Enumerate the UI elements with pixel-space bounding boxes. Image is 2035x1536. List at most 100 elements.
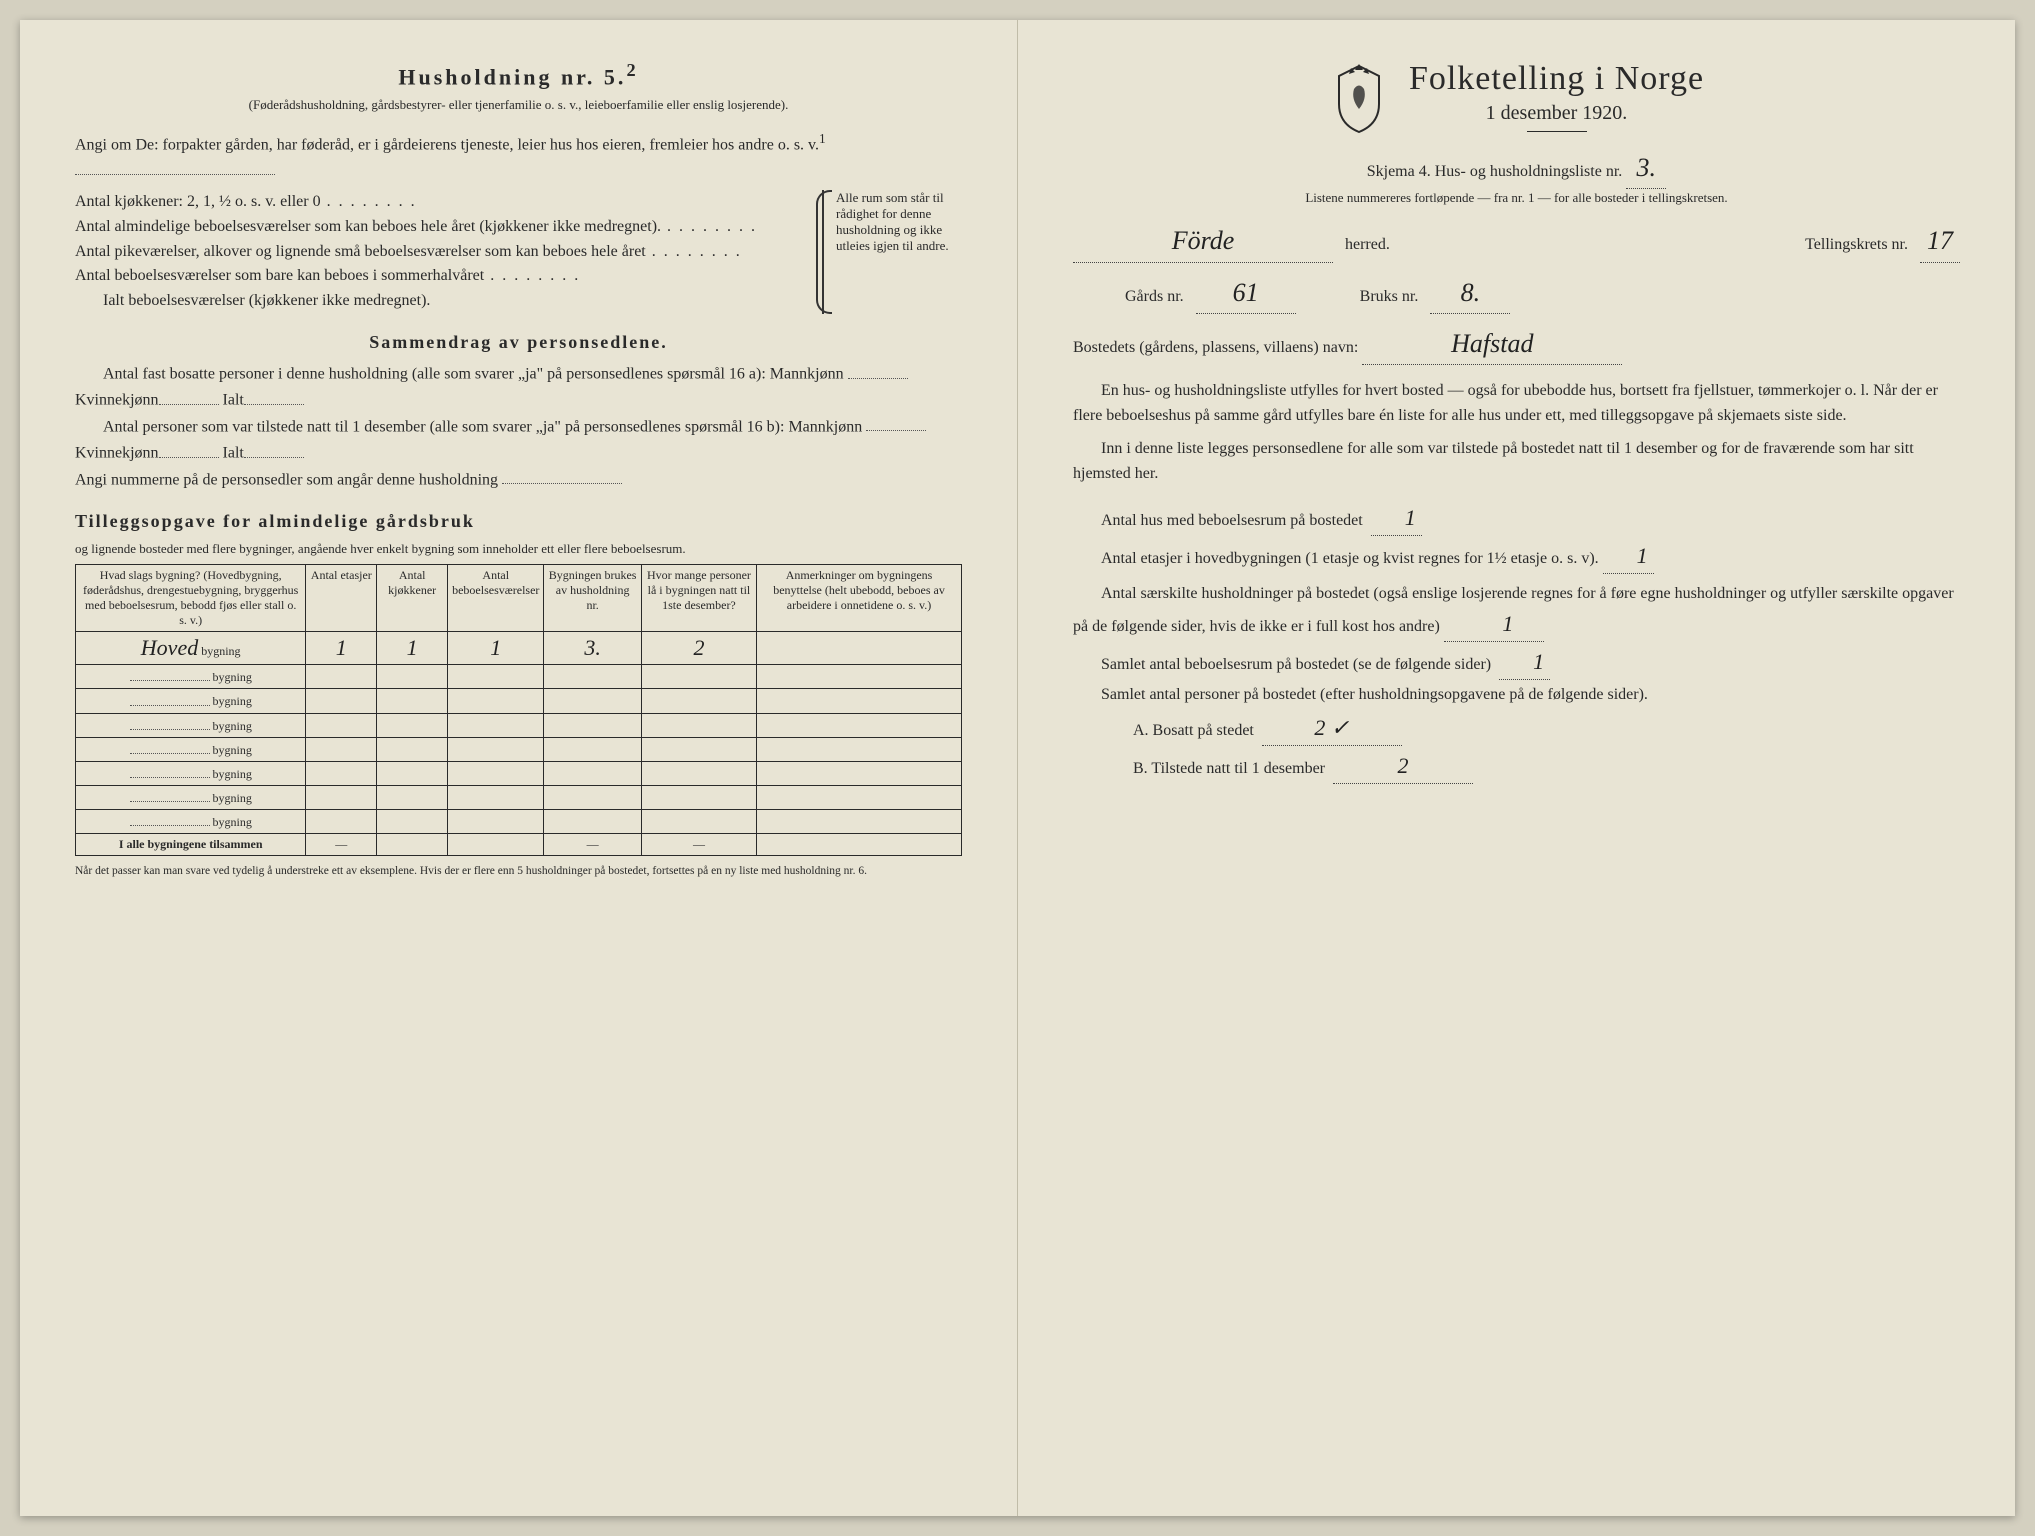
samm-3: Angi nummerne på de personsedler som ang… xyxy=(75,467,962,493)
q1: Antal hus med beboelsesrum på bostedet 1 xyxy=(1073,501,1960,536)
tillegg-sub: og lignende bosteder med flere bygninger… xyxy=(75,540,962,558)
angi-text: Angi om De: forpakter gården, har føderå… xyxy=(75,136,819,153)
title: Folketelling i Norge xyxy=(1409,60,1704,98)
tk-label: Tellingskrets nr. xyxy=(1805,233,1908,258)
q2: Antal etasjer i hovedbygningen (1 etasje… xyxy=(1073,539,1960,574)
tillegg-heading: Tilleggsopgave for almindelige gårdsbruk xyxy=(75,511,962,532)
blank xyxy=(244,387,304,405)
cell: 2 xyxy=(641,632,756,665)
household-heading: Husholdning nr. 5.2 xyxy=(75,60,962,90)
qA-val: 2 ✓ xyxy=(1262,711,1402,746)
para1: En hus- og husholdningsliste utfylles fo… xyxy=(1073,379,1960,429)
title-block: Folketelling i Norge 1 desember 1920. xyxy=(1409,60,1704,138)
brace-block: Antal kjøkkener: 2, 1, ½ o. s. v. eller … xyxy=(75,190,962,314)
cell: — xyxy=(306,834,377,856)
para2: Inn i denne liste legges personsedlene f… xyxy=(1073,437,1960,487)
heading-sup: 2 xyxy=(626,60,638,80)
sammendrag-heading: Sammendrag av personsedlene. xyxy=(75,332,962,353)
listene-line: Listene nummereres fortløpende — fra nr.… xyxy=(1073,189,1960,207)
table-row: bygning xyxy=(76,689,962,713)
table-body: Hoved bygning 1 1 1 3. 2 bygning bygning… xyxy=(76,632,962,856)
th-3: Antal beboelsesværelser xyxy=(448,565,544,632)
q2-val: 1 xyxy=(1603,539,1654,574)
table-row: bygning xyxy=(76,713,962,737)
bosted-val: Hafstad xyxy=(1362,324,1622,365)
total-label: I alle bygningene tilsammen xyxy=(76,834,306,856)
q1-val: 1 xyxy=(1371,501,1422,536)
tk-val: 17 xyxy=(1920,221,1960,262)
cell xyxy=(757,834,962,856)
kjok-line: Antal kjøkkener: 2, 1, ½ o. s. v. eller … xyxy=(75,190,822,215)
th-5: Hvor mange personer lå i bygningen natt … xyxy=(641,565,756,632)
qB-val: 2 xyxy=(1333,749,1473,784)
document-spread: Husholdning nr. 5.2 (Føderådshusholdning… xyxy=(20,20,2015,1516)
blank xyxy=(866,414,926,432)
line-d: Ialt beboelsesværelser (kjøkkener ikke m… xyxy=(75,289,822,314)
th-6: Anmerkninger om bygningens benyttelse (h… xyxy=(757,565,962,632)
header: Folketelling i Norge 1 desember 1920. xyxy=(1073,60,1960,138)
th-1: Antal etasjer xyxy=(306,565,377,632)
heading-sub: (Føderådshusholdning, gårdsbestyrer- ell… xyxy=(75,96,962,114)
skjema-nr: 3. xyxy=(1626,148,1666,189)
heading-text: Husholdning nr. 5. xyxy=(398,64,626,89)
cell: 1 xyxy=(377,632,448,665)
blank xyxy=(848,361,908,379)
crest-icon xyxy=(1329,64,1389,134)
table-row: Hoved bygning 1 1 1 3. 2 xyxy=(76,632,962,665)
qB: B. Tilstede natt til 1 desember 2 xyxy=(1133,749,1960,784)
cell xyxy=(377,834,448,856)
blank xyxy=(159,440,219,458)
q4-val: 1 xyxy=(1499,645,1550,680)
gards-val: 61 xyxy=(1196,273,1296,314)
line-c: Antal beboelsesværelser som bare kan beb… xyxy=(75,264,822,289)
cell: — xyxy=(641,834,756,856)
table-row: bygning xyxy=(76,665,962,689)
bruks-label: Bruks nr. xyxy=(1360,285,1419,310)
row-suffix: bygning xyxy=(201,644,240,658)
samm-block: Antal fast bosatte personer i denne hush… xyxy=(75,361,962,493)
th-4: Bygningen brukes av husholdning nr. xyxy=(544,565,641,632)
skjema-line: Skjema 4. Hus- og husholdningsliste nr. … xyxy=(1073,148,1960,189)
cell: 3. xyxy=(544,632,641,665)
bygning-table: Hvad slags bygning? (Hovedbygning, føder… xyxy=(75,564,962,856)
table-row: bygning xyxy=(76,737,962,761)
samm-2: Antal personer som var tilstede natt til… xyxy=(75,414,962,467)
row-label: Hoved xyxy=(141,635,198,660)
cell: — xyxy=(544,834,641,856)
brace-left: Antal kjøkkener: 2, 1, ½ o. s. v. eller … xyxy=(75,190,822,314)
samm-1: Antal fast bosatte personer i denne hush… xyxy=(75,361,962,414)
line-a: Antal almindelige beboelsesværelser som … xyxy=(75,215,822,240)
gards-row: Gårds nr. 61 Bruks nr. 8. xyxy=(1073,273,1960,314)
left-page: Husholdning nr. 5.2 (Føderådshusholdning… xyxy=(20,20,1018,1516)
q3-val: 1 xyxy=(1444,607,1544,642)
bosted-row: Bostedets (gårdens, plassens, villaens) … xyxy=(1073,324,1960,365)
cell: 1 xyxy=(306,632,377,665)
cell xyxy=(448,834,544,856)
footnote: Når det passer kan man svare ved tydelig… xyxy=(75,864,962,880)
herred-row: Förde herred. Tellingskrets nr. 17 xyxy=(1073,221,1960,262)
table-row: bygning xyxy=(76,786,962,810)
q-block: Antal hus med beboelsesrum på bostedet 1… xyxy=(1073,501,1960,784)
q3: Antal særskilte husholdninger på bostede… xyxy=(1073,582,1960,642)
q5: Samlet antal personer på bostedet (efter… xyxy=(1073,683,1960,708)
blank xyxy=(502,467,622,485)
bosted-label: Bostedets (gårdens, plassens, villaens) … xyxy=(1073,339,1358,356)
table-total-row: I alle bygningene tilsammen — — — xyxy=(76,834,962,856)
bruks-val: 8. xyxy=(1430,273,1510,314)
right-page: Folketelling i Norge 1 desember 1920. Sk… xyxy=(1018,20,2015,1516)
table-header-row: Hvad slags bygning? (Hovedbygning, føder… xyxy=(76,565,962,632)
blank xyxy=(244,440,304,458)
cell: 1 xyxy=(448,632,544,665)
table-row: bygning xyxy=(76,761,962,785)
th-0: Hvad slags bygning? (Hovedbygning, føder… xyxy=(76,565,306,632)
qA: A. Bosatt på stedet 2 ✓ xyxy=(1133,711,1960,746)
cell xyxy=(757,632,962,665)
gards-label: Gårds nr. xyxy=(1125,285,1184,310)
divider xyxy=(1527,131,1587,132)
brace-right: Alle rum som står til rådighet for denne… xyxy=(822,190,962,314)
th-2: Antal kjøkkener xyxy=(377,565,448,632)
q4: Samlet antal beboelsesrum på bostedet (s… xyxy=(1073,645,1960,680)
angi-line: Angi om De: forpakter gården, har føderå… xyxy=(75,129,962,185)
line-b: Antal pikeværelser, alkover og lignende … xyxy=(75,240,822,265)
blank-field xyxy=(75,158,275,176)
